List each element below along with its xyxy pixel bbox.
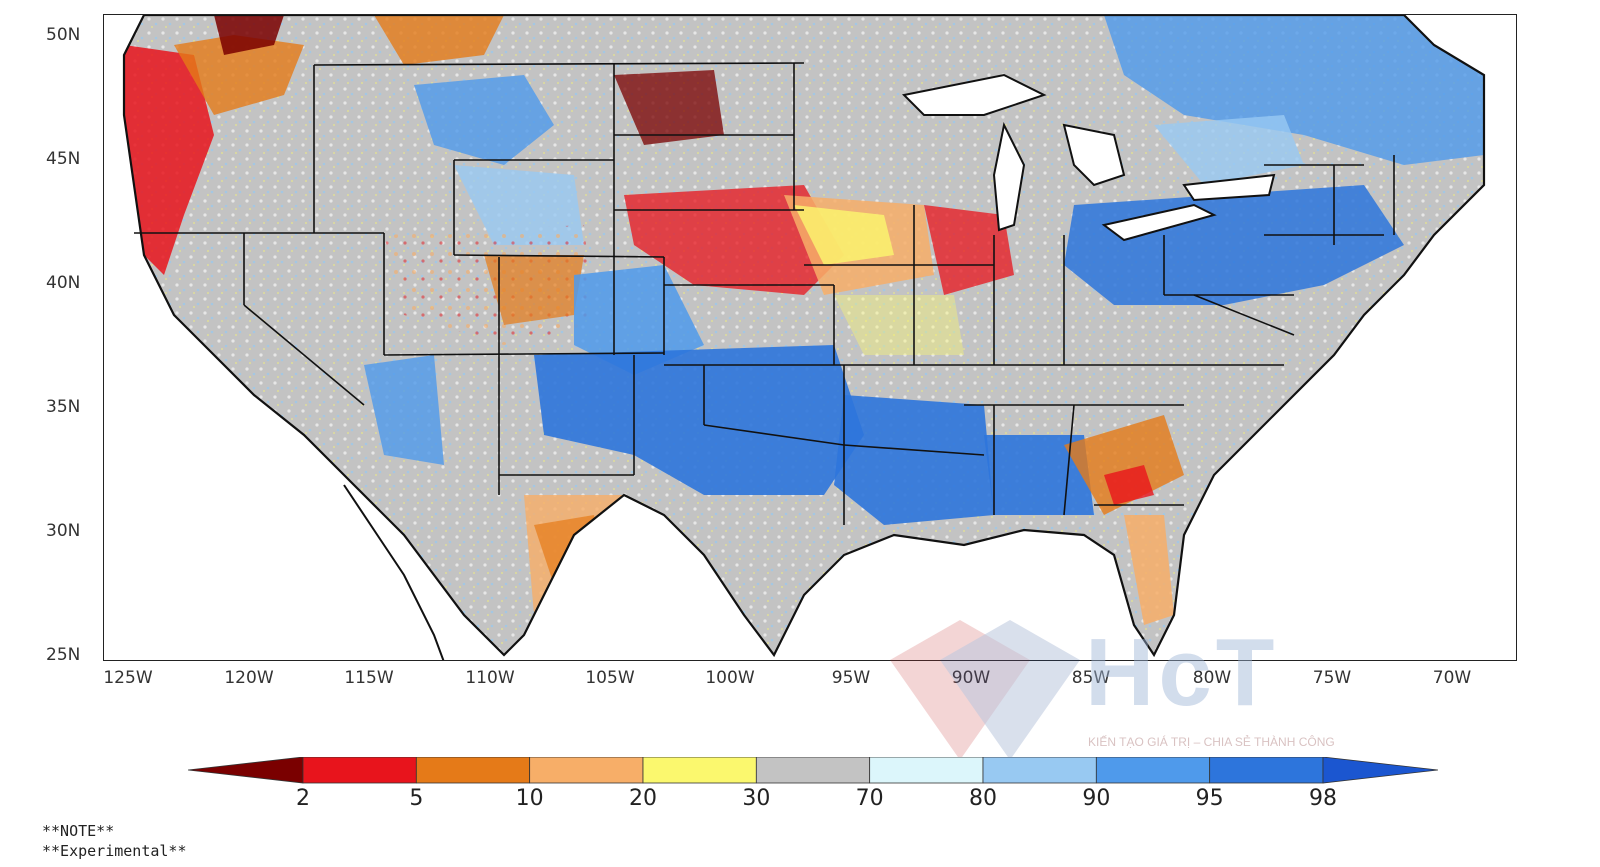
colorbar-segment-7 — [982, 757, 1097, 784]
colorbar-segment-4 — [642, 757, 757, 784]
colorbar-segment-1 — [302, 757, 417, 784]
lat-label-30n: 30N — [46, 521, 81, 541]
colorbar-label-10: 10 — [515, 786, 544, 811]
region-southern-plains-blue — [534, 345, 864, 495]
colorbar-label-98: 98 — [1309, 786, 1337, 811]
colorbar-label-80: 80 — [969, 786, 997, 811]
region-southeast-dry — [1064, 415, 1184, 515]
region-southwest-blue — [364, 355, 444, 465]
state-borders — [134, 62, 1395, 525]
colorbar-segment-5 — [755, 757, 871, 784]
colorbar-segment-max — [1322, 757, 1438, 784]
lon-label-95w: 95W — [831, 668, 871, 688]
lon-label-85w: 85W — [1071, 668, 1111, 688]
lon-label-100w: 100W — [705, 668, 755, 688]
region-pacific-northwest — [124, 45, 214, 275]
lake-huron — [1062, 123, 1126, 187]
note-line-2: **Experimental** — [42, 842, 187, 860]
colorbar-segment-9 — [1209, 757, 1324, 784]
note-line-1: **NOTE** — [42, 822, 115, 840]
lon-label-80w: 80W — [1192, 668, 1232, 688]
colorbar-segment-3 — [529, 757, 644, 784]
colorbar-label-2: 2 — [296, 786, 310, 811]
map-frame[interactable] — [103, 14, 1517, 661]
colorbar-label-95: 95 — [1195, 786, 1224, 811]
colorbar-segment-min — [188, 757, 304, 784]
colorbar-label-5: 5 — [409, 786, 424, 811]
lake-erie — [1101, 203, 1217, 242]
lon-label-115w: 115W — [344, 668, 394, 688]
lat-label-35n: 35N — [46, 397, 81, 417]
colorbar-segment-2 — [415, 757, 531, 784]
lon-label-110w: 110W — [465, 668, 515, 688]
map-canvas[interactable] — [104, 15, 1517, 661]
lake-superior — [901, 73, 1047, 116]
lon-label-125w: 125W — [103, 668, 153, 688]
colorbar-label-20: 20 — [629, 786, 657, 811]
lake-ontario — [1182, 173, 1276, 202]
lat-label-45n: 45N — [46, 149, 81, 169]
lon-label-70w: 70W — [1432, 668, 1472, 688]
colorbar-segment-6 — [869, 757, 984, 784]
lon-label-90w: 90W — [951, 668, 991, 688]
lon-label-120w: 120W — [224, 668, 274, 688]
colorbar-label-30: 30 — [742, 786, 771, 811]
lat-label-50n: 50N — [46, 25, 81, 45]
lat-label-25n: 25N — [46, 645, 81, 665]
region-central-plains-dry — [624, 185, 844, 295]
lake-michigan — [992, 121, 1026, 232]
watermark-tagline: KIẾN TẠO GIÁ TRỊ – CHIA SẺ THÀNH CÔNG — [1088, 735, 1335, 749]
colorbar-label-70: 70 — [855, 786, 884, 811]
lat-label-40n: 40N — [46, 273, 81, 293]
colorbar-label-90: 90 — [1082, 786, 1111, 811]
colorbar — [188, 757, 1438, 784]
lon-label-75w: 75W — [1312, 668, 1352, 688]
watermark-text: HcT — [1085, 619, 1279, 726]
colorbar-segment-8 — [1095, 757, 1211, 784]
lon-label-105w: 105W — [585, 668, 635, 688]
